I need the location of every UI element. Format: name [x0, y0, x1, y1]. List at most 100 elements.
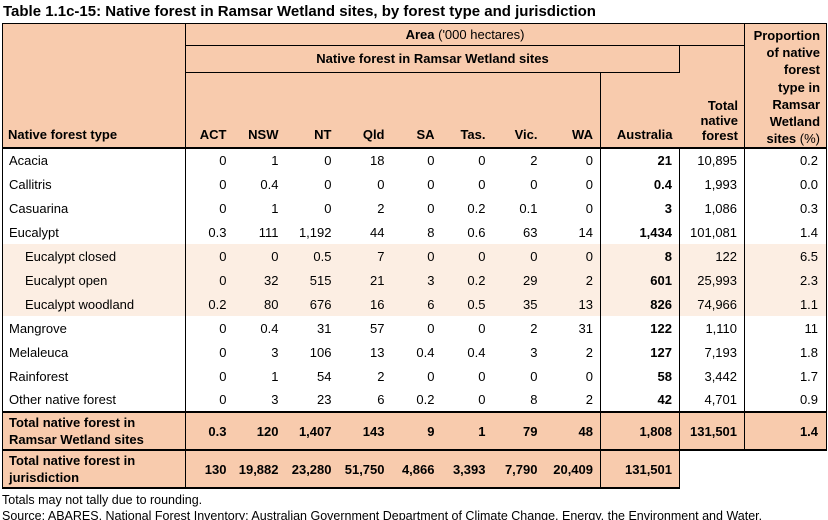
cell-wa: 0 [544, 244, 601, 269]
table-row: Eucalypt closed 0 0 0.5 7 0 0 0 0 8 122 6.5 [2, 244, 828, 269]
cell-nt: 23,280 [285, 450, 339, 490]
cell-sa: 0 [427, 153, 435, 169]
total-row: Total native forest in jurisdiction 130 19… [2, 450, 827, 490]
cell-vic: 0 [530, 176, 538, 192]
cell-wa: 14 [578, 224, 593, 240]
cell-qld: 7 [338, 244, 392, 269]
cell-australia: 42 [600, 388, 680, 413]
cell-tas: 0 [478, 176, 486, 192]
cell-act: 0 [219, 344, 227, 360]
cell-total-native-forest: 122 [679, 244, 746, 269]
cell-sa: 0 [391, 244, 442, 269]
cell-vic: 0 [530, 368, 538, 384]
cell-sa: 3 [391, 268, 442, 293]
cell-proportion: 1.8 [744, 340, 828, 365]
cell-proportion: 2.3 [744, 268, 828, 293]
row-label: Acacia [2, 148, 186, 173]
table-title: Table 1.1c-15: Native forest in Ramsar W… [3, 3, 596, 20]
cell-nsw: 3 [271, 344, 279, 360]
table-row: Melaleuca 0 3 106 13 0.4 0.4 3 2 127 7,193 1.8 [2, 340, 828, 365]
row-label: Mangrove [2, 316, 186, 341]
cell-vic: 35 [492, 292, 545, 317]
cell-wa: 2 [544, 268, 601, 293]
cell-wa: 2 [585, 344, 593, 360]
cell-tas: 0.2 [441, 268, 493, 293]
cell-nt: 0 [324, 200, 332, 216]
cell-sa: 4,866 [391, 450, 442, 490]
cell-tas: 0 [441, 244, 493, 269]
cell-wa: 0 [585, 176, 593, 192]
cell-act: 0 [219, 320, 227, 336]
cell-qld: 16 [338, 292, 392, 317]
header-nt: NT [285, 72, 339, 150]
footnotes: Totals may not tally due to rounding. So… [2, 492, 828, 520]
cell-tas: 0.4 [467, 344, 486, 360]
cell-act: 0 [219, 176, 227, 192]
cell-australia: 131,501 [600, 450, 680, 490]
cell-sa: 0 [427, 320, 435, 336]
header-proportion: Proportion of native forest type in Rams… [744, 23, 828, 150]
table-body: Acacia 0 1 0 18 0 0 2 0 21 10,895 0.2 Callitris 0 0.4 0… [2, 148, 828, 490]
header-vic: Vic. [492, 72, 545, 150]
cell-act: 130 [185, 450, 234, 490]
cell-qld: 6 [377, 392, 385, 408]
cell-qld: 13 [370, 344, 385, 360]
cell-sa: 0.4 [416, 344, 435, 360]
cell-total-native-forest: 101,081 [679, 220, 746, 245]
table-row: Other native forest 0 3 23 6 0.2 0 8 2 42 4,701 0.9 [2, 388, 828, 413]
cell-nt: 31 [317, 320, 332, 336]
cell-nsw: 3 [271, 392, 279, 408]
cell-tas: 0.2 [467, 200, 486, 216]
cell-qld: 51,750 [338, 450, 392, 490]
cell-nsw: 80 [233, 292, 286, 317]
cell-qld: 0 [377, 176, 385, 192]
cell-nsw: 111 [258, 224, 279, 240]
header-act: ACT [185, 72, 234, 150]
cell-proportion: 0.9 [744, 388, 828, 413]
cell-qld: 57 [370, 320, 385, 336]
cell-sa: 9 [391, 411, 442, 452]
cell-sa: 0 [427, 176, 435, 192]
cell-australia: 122 [600, 316, 680, 341]
cell-act: 0 [219, 392, 227, 408]
table-row: Eucalypt 0.3 111 1,192 44 8 0.6 63 14 1,434 101,08… [2, 220, 828, 245]
cell-sa: 8 [427, 224, 435, 240]
cell-vic: 2 [530, 153, 538, 169]
cell-total-native-forest: 3,442 [679, 364, 746, 389]
cell-vic: 2 [530, 320, 538, 336]
footnote-rounding: Totals may not tally due to rounding. [2, 493, 203, 508]
cell-wa: 31 [578, 320, 593, 336]
row-label: Rainforest [2, 364, 186, 389]
cell-nsw: 19,882 [233, 450, 286, 490]
cell-total-native-forest: 25,993 [679, 268, 746, 293]
cell-act: 0 [219, 153, 227, 169]
footnote-source: Source: ABARES, National Forest Inventor… [2, 509, 763, 520]
cell-sa: 0 [427, 200, 435, 216]
header-native-forest-type: Native forest type [2, 23, 186, 150]
cell-wa: 0 [585, 153, 593, 169]
cell-australia: 58 [600, 364, 680, 389]
cell-nt: 1,407 [285, 411, 339, 452]
cell-vic: 29 [492, 268, 545, 293]
cell-tas: 0 [478, 392, 486, 408]
table-header: Native forest type Area ('000 hectares) … [2, 23, 828, 150]
cell-proportion: 6.5 [744, 244, 828, 269]
cell-act: 0 [219, 368, 227, 384]
cell-vic: 3 [530, 344, 538, 360]
cell-total-native-forest: 1,993 [679, 172, 746, 197]
header-total-native-forest: Total native forest [679, 45, 746, 150]
table-row: Eucalypt open 0 32 515 21 3 0.2 29 2 601 25,993 2.3 [2, 268, 828, 293]
cell-proportion: 1.7 [744, 364, 828, 389]
cell-tas: 0 [478, 320, 486, 336]
cell-proportion: 0.3 [744, 196, 828, 221]
header-tas: Tas. [441, 72, 493, 150]
cell-nt: 515 [285, 268, 339, 293]
cell-nsw: 120 [233, 411, 286, 452]
header-australia: Australia [600, 72, 680, 150]
row-label: Melaleuca [2, 340, 186, 365]
cell-australia: 21 [600, 148, 680, 173]
cell-act: 0 [185, 244, 234, 269]
cell-tas: 1 [441, 411, 493, 452]
table-row: Eucalypt woodland 0.2 80 676 16 6 0.5 35 13 826 74… [2, 292, 828, 317]
cell-wa: 13 [544, 292, 601, 317]
